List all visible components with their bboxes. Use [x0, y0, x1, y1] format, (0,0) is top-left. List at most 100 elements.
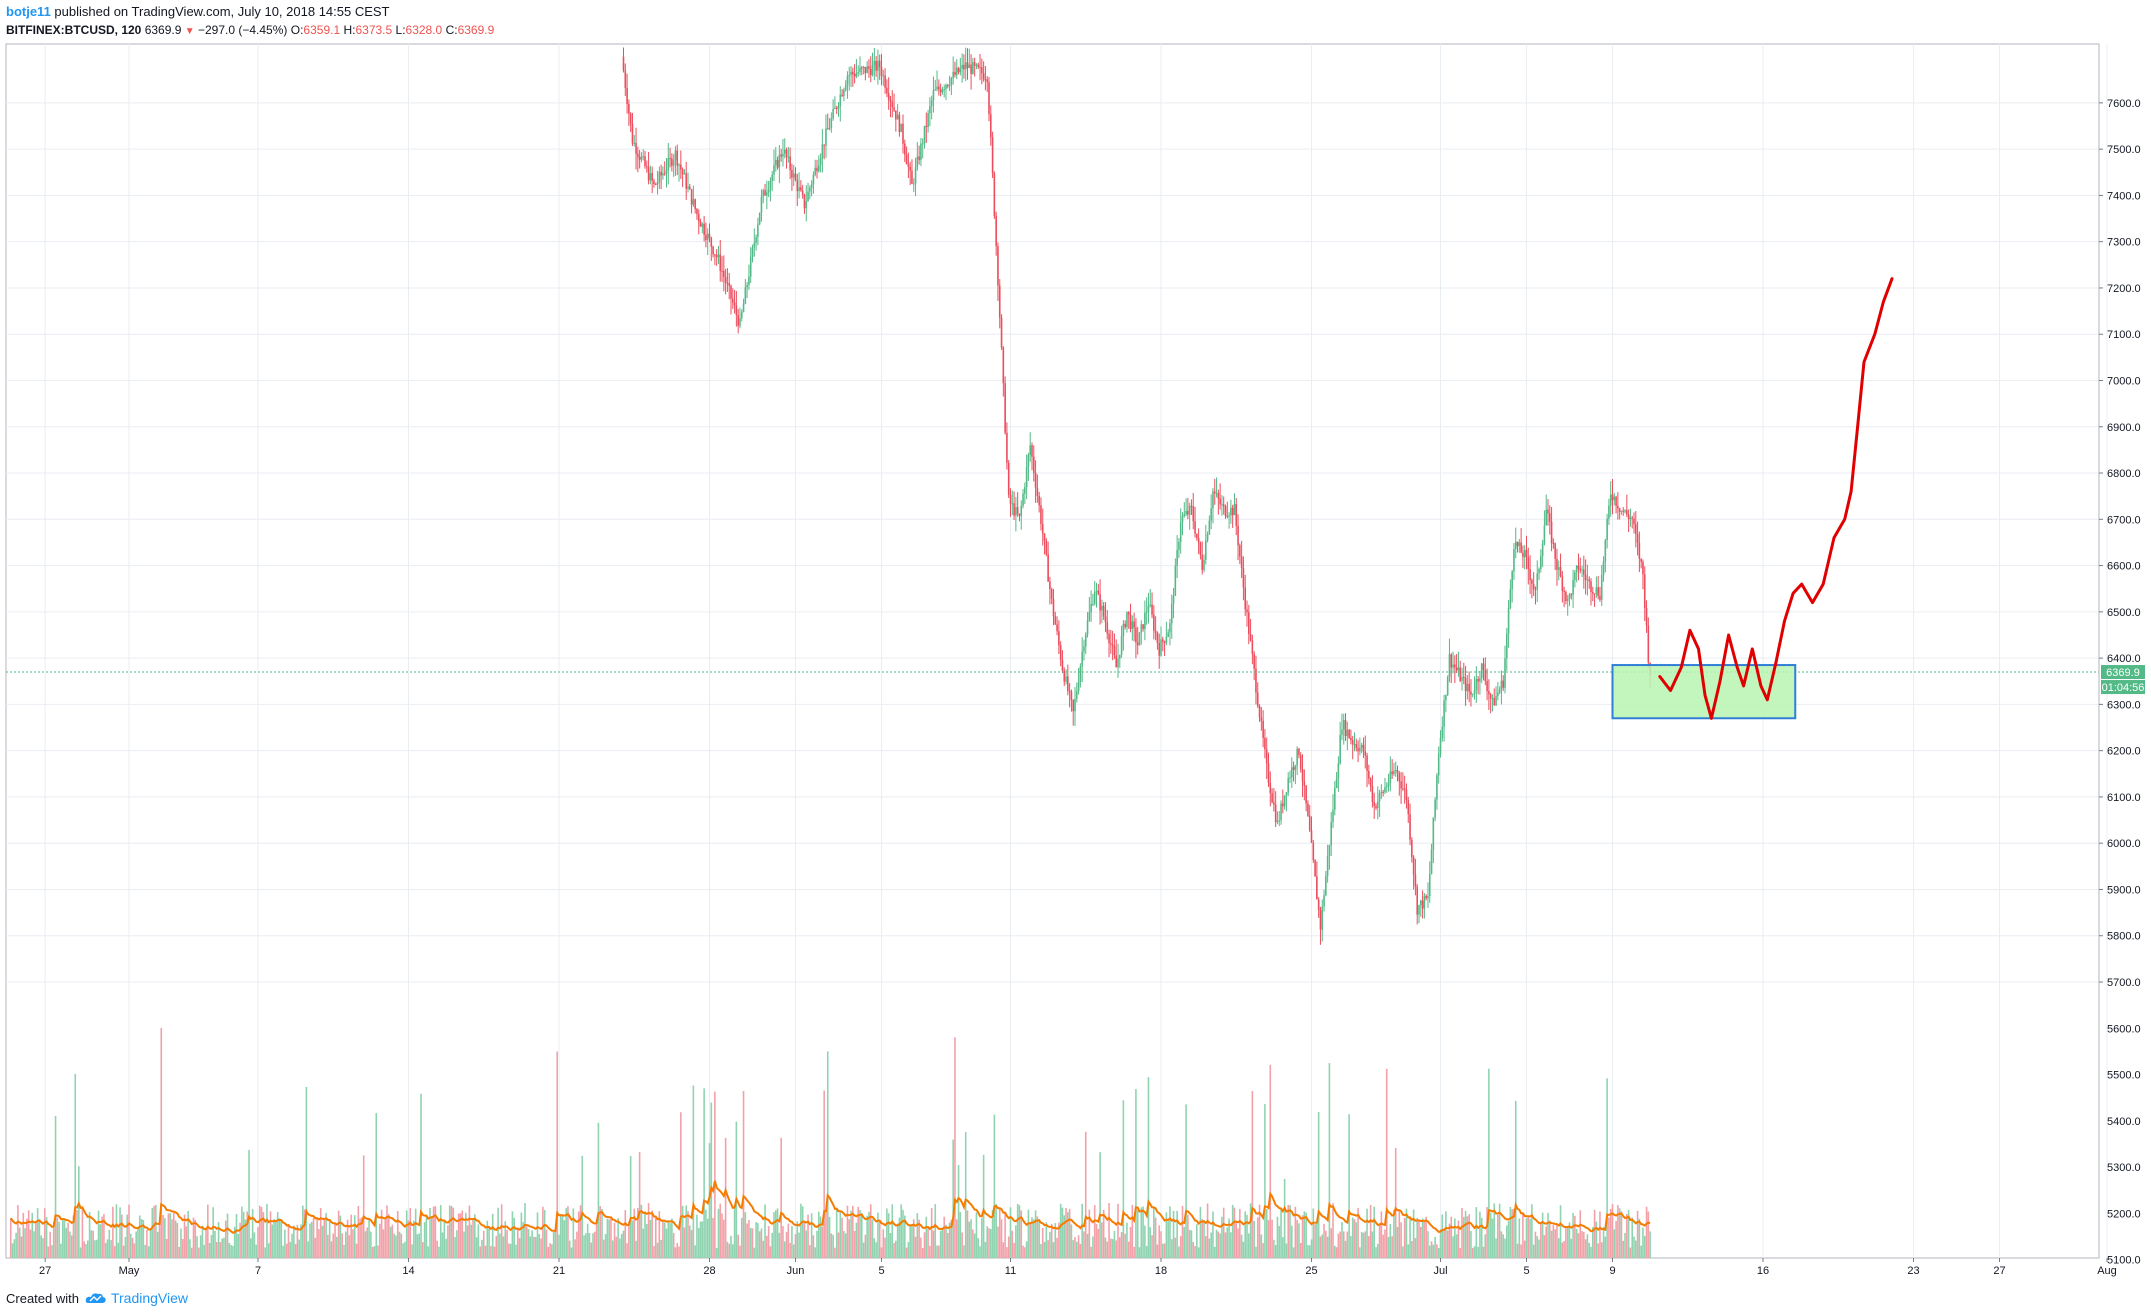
candle-body [970, 64, 972, 74]
candle-body [1633, 518, 1635, 525]
candle-body [1115, 655, 1118, 668]
candle-body [1136, 642, 1139, 646]
volume-bar [235, 1214, 238, 1258]
candle-body [1269, 782, 1272, 794]
candle-body [1043, 533, 1046, 542]
candle-body [1187, 510, 1189, 515]
volume-bar [1330, 1228, 1333, 1258]
volume-bar [1108, 1203, 1110, 1258]
candle-body [1163, 641, 1166, 643]
volume-bar [223, 1237, 225, 1258]
volume-bar [124, 1236, 127, 1258]
volume-bar [346, 1219, 349, 1258]
volume-bar [694, 1245, 696, 1258]
candle-body [1348, 729, 1350, 738]
candle-body [1473, 690, 1476, 694]
candle-body [852, 71, 854, 75]
volume-bar [1606, 1078, 1608, 1258]
volume-bar [540, 1238, 542, 1258]
forecast-drawing[interactable] [1658, 277, 1894, 720]
volume-bar [1634, 1240, 1637, 1258]
volume-bar [963, 1245, 965, 1258]
volume-bar [1445, 1211, 1447, 1258]
price-tag-value: 6369.9 [2106, 667, 2140, 679]
volume-bar [491, 1213, 494, 1258]
time-tick-label: 5 [878, 1265, 884, 1277]
candle-body [889, 99, 892, 102]
volume-bar [961, 1232, 963, 1258]
volume-bar [1536, 1236, 1539, 1258]
volume-bar [590, 1242, 593, 1258]
volume-bar [783, 1241, 786, 1258]
volume-bar [660, 1239, 662, 1258]
candle-body [1305, 785, 1307, 804]
candle-body [1192, 506, 1195, 522]
candle-body [975, 64, 978, 66]
candle-body [1113, 645, 1116, 656]
candle-body [1584, 574, 1587, 581]
volume-bar [284, 1229, 286, 1258]
candle-body [1611, 494, 1614, 501]
volume-bar [1038, 1218, 1040, 1258]
candle-body [1258, 706, 1261, 718]
volume-bar [1454, 1218, 1456, 1258]
candle-body [830, 118, 833, 128]
volume-tick-label: 5400.0 [2107, 1116, 2141, 1128]
volume-bar [285, 1243, 288, 1258]
volume-bar [1169, 1206, 1171, 1258]
volume-bar [988, 1228, 990, 1258]
volume-bar [801, 1206, 804, 1258]
volume-bar [611, 1240, 614, 1258]
volume-bar [1163, 1243, 1166, 1258]
candle-body [1140, 624, 1143, 633]
volume-bar [465, 1212, 467, 1258]
candle-body [1108, 633, 1110, 644]
volume-bar [244, 1219, 247, 1258]
volume-bar [1335, 1247, 1338, 1258]
volume-bar [144, 1244, 146, 1258]
volume-bar [1061, 1207, 1064, 1258]
price-axis[interactable]: 5700.05800.05900.06000.06100.06200.06300… [2099, 98, 2141, 989]
volume-bar [1049, 1232, 1051, 1258]
volume-bar [432, 1206, 435, 1258]
volume-bar [721, 1213, 723, 1258]
volume-bar [685, 1205, 688, 1258]
volume-bar [719, 1203, 722, 1258]
candle-body [733, 302, 736, 306]
candle-body [699, 221, 702, 227]
volume-bar [500, 1204, 503, 1258]
volume-bar [1111, 1239, 1114, 1258]
volume-bar [1172, 1210, 1175, 1258]
candle-body [1375, 805, 1377, 809]
volume-bar [1255, 1246, 1257, 1258]
candle-body [1443, 700, 1445, 727]
volume-bar [1529, 1218, 1531, 1258]
author-link[interactable]: botje11 [6, 4, 51, 19]
volume-bar [895, 1240, 897, 1258]
candle-body [832, 108, 834, 119]
candle-body [848, 75, 851, 77]
price-tick-label: 5800.0 [2107, 931, 2141, 943]
volume-bar [604, 1234, 607, 1258]
volume-bar [1047, 1240, 1049, 1258]
volume-bar [196, 1236, 198, 1258]
candle-body [1325, 875, 1327, 896]
volume-bar [563, 1220, 566, 1258]
time-axis[interactable]: 27 May 7 14 21 28 Jun 5 11 18 25 Jul 5 9 16 23 27 Aug [39, 1258, 2117, 1277]
high-value: 6373.5 [355, 23, 393, 37]
candle-body [1505, 633, 1508, 659]
candle-body [785, 149, 788, 158]
price-tick-label: 7100.0 [2107, 329, 2141, 341]
candle-body [1050, 589, 1053, 600]
volume-bar [1495, 1238, 1497, 1258]
volume-bar [375, 1113, 378, 1258]
volume-bar [1430, 1241, 1433, 1258]
candle-body [624, 70, 627, 88]
volume-bar [1455, 1234, 1458, 1258]
volume-bar [959, 1212, 962, 1258]
time-tick-label: 11 [1005, 1265, 1016, 1277]
tradingview-logo[interactable]: TradingView [85, 1290, 188, 1306]
volume-bar [527, 1228, 530, 1258]
volume-bar [122, 1245, 125, 1258]
